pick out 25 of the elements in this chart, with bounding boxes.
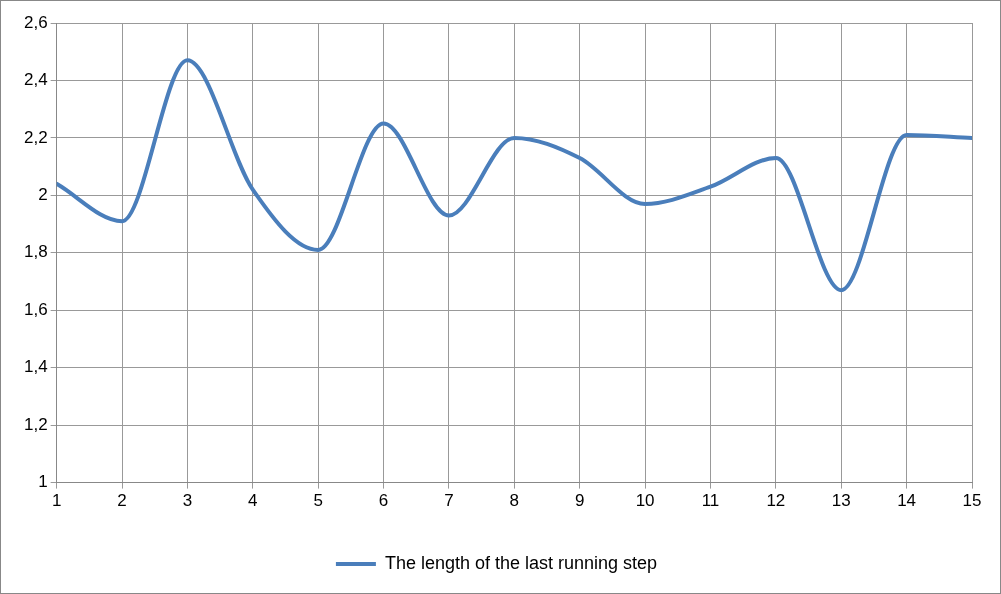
x-tick-label: 4 <box>248 491 258 511</box>
x-tick-label: 2 <box>117 491 127 511</box>
x-tick-label: 13 <box>831 491 851 511</box>
y-tick-label: 1,2 <box>23 414 48 434</box>
x-tick-label: 1 <box>51 491 62 511</box>
x-tick-label: 15 <box>962 491 982 511</box>
x-tick-label: 8 <box>509 491 520 511</box>
y-tick-label: 1 <box>38 472 48 492</box>
x-tick-label: 7 <box>444 491 454 511</box>
x-tick-label: 5 <box>313 491 323 511</box>
x-tick-label: 14 <box>897 491 917 511</box>
y-tick-label: 2 <box>38 185 48 205</box>
y-tick-label: 2,6 <box>23 12 48 32</box>
x-tick-label: 9 <box>574 491 585 511</box>
y-tick-label: 1,4 <box>23 357 48 377</box>
x-tick-label: 6 <box>378 491 389 511</box>
y-tick-label: 2,2 <box>23 127 48 147</box>
x-tick-label: 3 <box>182 491 193 511</box>
y-tick-label: 1,8 <box>23 242 48 262</box>
x-tick-label: 11 <box>701 491 720 511</box>
y-tick-label: 1,6 <box>23 299 48 319</box>
y-tick-label: 2,4 <box>23 70 48 90</box>
x-tick-label: 12 <box>766 491 786 511</box>
legend-label: The length of the last running step <box>384 552 658 573</box>
x-tick-label: 10 <box>635 491 655 511</box>
